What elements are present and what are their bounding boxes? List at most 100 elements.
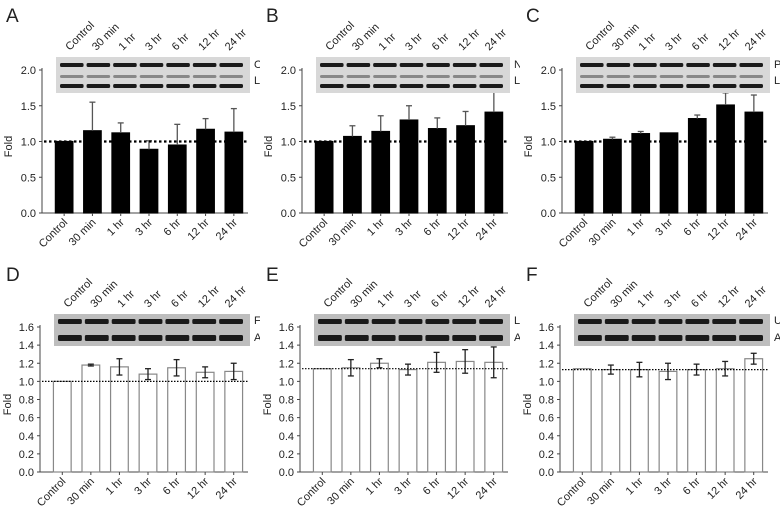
y-tick-label: 1.5 — [541, 101, 556, 113]
y-tick-label: 0.5 — [541, 172, 556, 184]
panel-b: B 0.0 0.5 1.0 1.5 2.0 Fold Control 30 min 1 hr 3 h… — [260, 0, 565, 259]
blot-lane-label: 30 min — [348, 278, 380, 310]
bar — [312, 368, 332, 473]
blot-band — [219, 319, 243, 324]
bar — [574, 140, 594, 214]
bar — [369, 362, 389, 473]
y-tick-label: 1.6 — [539, 322, 554, 334]
blot-band — [320, 84, 344, 88]
x-tick-label: 3 hr — [133, 216, 155, 238]
blot-band — [84, 319, 109, 324]
blot-lane-label: 3 hr — [403, 31, 425, 53]
x-tick-label: 30 min — [65, 476, 97, 508]
blot-lane-label: 3 hr — [142, 288, 164, 310]
x-tick-label: 12 hr — [185, 475, 211, 501]
blot-band — [318, 319, 342, 324]
x-tick-label: 3 hr — [652, 475, 674, 497]
bar — [687, 368, 707, 473]
blot-band — [739, 63, 763, 67]
blot-lane-label: 24 hr — [223, 27, 249, 53]
bar — [658, 370, 678, 473]
y-axis-label: Fold — [262, 394, 274, 415]
blot-band — [452, 84, 477, 88]
blot-band — [373, 63, 397, 67]
blot-band — [192, 75, 217, 78]
bar — [398, 368, 418, 473]
blot-band — [685, 335, 710, 341]
y-tick-label: 0.2 — [19, 449, 34, 461]
blot-band — [166, 75, 190, 78]
blot-band — [398, 319, 423, 324]
blot-band — [633, 75, 657, 78]
blot-label: UDG — [774, 315, 780, 327]
y-tick-label: 1.6 — [279, 322, 294, 334]
blot-band — [479, 75, 503, 78]
blot-lane-label: Control — [323, 20, 357, 54]
x-tick-label: 12 hr — [705, 475, 731, 501]
y-tick-label: 1.0 — [21, 137, 36, 149]
bar-chart: D0.00.20.40.60.81.01.21.41.6FoldControl3… — [2, 265, 282, 510]
blot-band — [580, 75, 604, 78]
x-tick-label: 30 min — [587, 217, 619, 249]
blot-lane-label: 6 hr — [430, 31, 452, 53]
blot-band — [192, 63, 217, 67]
x-tick-label: 24 hr — [214, 475, 240, 501]
blot-band — [686, 63, 710, 67]
y-tick-label: 1.0 — [281, 137, 296, 149]
y-axis-label: Fold — [522, 394, 534, 415]
blot-band — [398, 335, 423, 341]
y-tick-label: 0.8 — [279, 395, 294, 407]
blot-band — [60, 63, 84, 67]
blot-lane-label: 24 hr — [743, 27, 769, 53]
y-tick-label: 0.2 — [279, 449, 294, 461]
blot-lane-label: 30 min — [88, 278, 120, 310]
x-tick-label: 6 hr — [681, 475, 703, 497]
blot-band — [712, 319, 737, 324]
blot-lane-label: 1 hr — [117, 31, 139, 53]
blot-band — [58, 319, 82, 324]
blot-lane-label: 1 hr — [115, 288, 137, 310]
y-tick-label: 0.4 — [279, 431, 294, 443]
western-blot — [56, 57, 250, 93]
x-tick-label: Control — [35, 476, 69, 510]
y-tick-label: 1.0 — [279, 376, 294, 388]
bar — [631, 133, 651, 214]
blot-band — [373, 84, 397, 88]
blot-band — [219, 63, 243, 67]
y-tick-label: 1.5 — [21, 101, 36, 113]
y-tick-label: 0.6 — [539, 413, 554, 425]
blot-label: Actin — [774, 332, 780, 344]
x-tick-label: 1 hr — [364, 475, 386, 497]
y-tick-label: 1.0 — [539, 376, 554, 388]
x-tick-label: 24 hr — [734, 475, 760, 501]
blot-band — [426, 63, 450, 67]
blot-band — [320, 63, 344, 67]
bar — [601, 368, 621, 473]
blot-band — [399, 75, 424, 78]
blot-band — [452, 75, 477, 78]
blot-band — [138, 335, 163, 341]
x-tick-label: Control — [557, 217, 591, 251]
blot-band — [399, 84, 424, 88]
y-tick-label: 1.4 — [539, 340, 554, 352]
x-tick-label: 1 hr — [625, 216, 647, 238]
y-tick-label: 0.8 — [539, 395, 554, 407]
blot-band — [686, 84, 710, 88]
bar — [456, 125, 475, 214]
blot-lane-label: 24 hr — [223, 284, 249, 310]
blot-background — [574, 314, 770, 346]
blot-band — [139, 75, 164, 78]
blot-band — [139, 63, 164, 67]
bar-chart: E0.00.20.40.60.81.01.21.41.6FoldControl3… — [262, 265, 559, 509]
blot-lane-label: Control — [322, 277, 356, 311]
y-axis-label: Fold — [523, 136, 535, 157]
blot-band — [320, 75, 344, 78]
blot-lane-label: Control — [63, 20, 97, 54]
blot-label: Lamin A/C — [774, 75, 780, 87]
panel-e: E 0.0 0.2 0.4 0.6 0.8 1.0 1.2 1.4 1.6 Fold Control 3… — [260, 259, 559, 518]
y-tick-label: 1.2 — [19, 358, 34, 370]
x-tick-label: 1 hr — [365, 216, 387, 238]
blot-band — [111, 335, 136, 341]
blot-band — [606, 84, 631, 88]
